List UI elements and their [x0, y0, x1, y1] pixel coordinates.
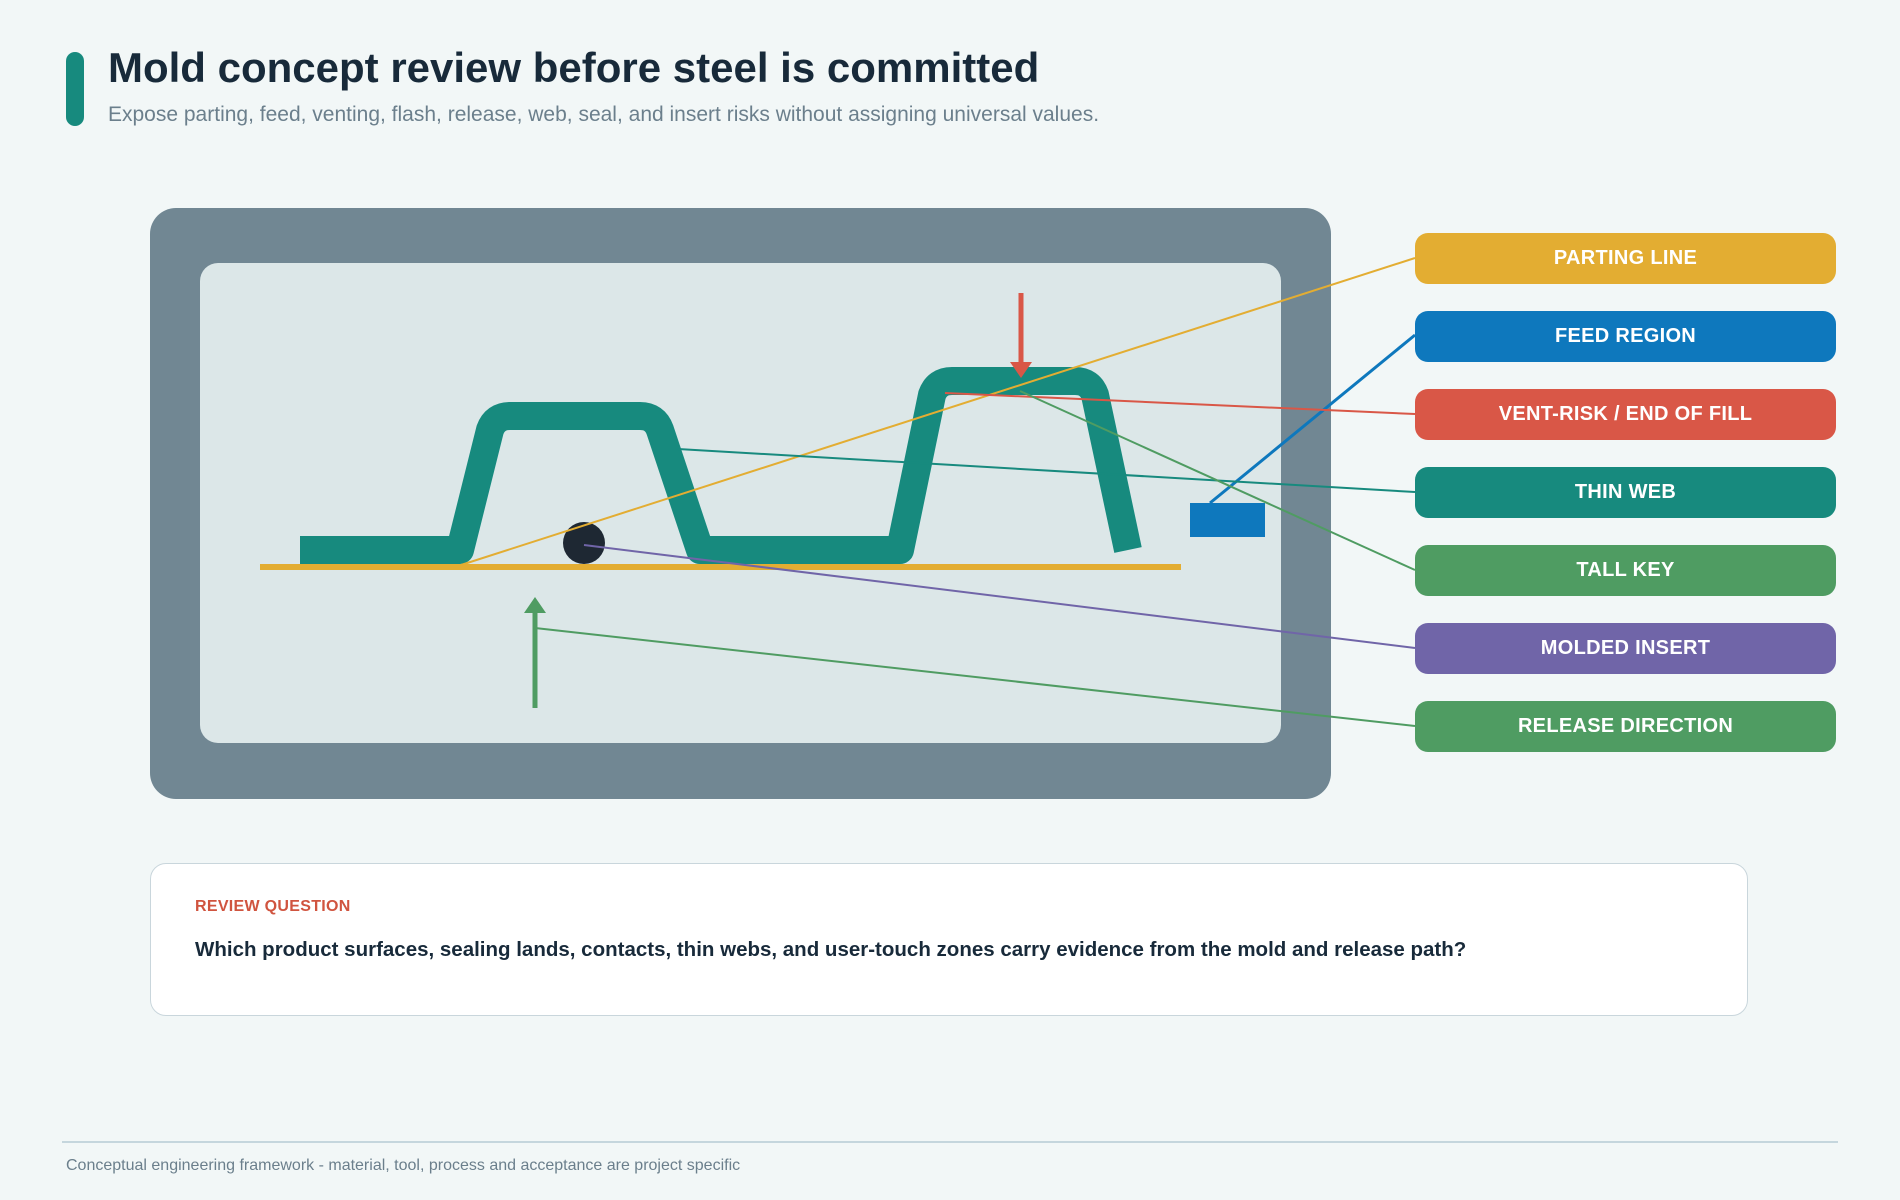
label-feed-region-text: FEED REGION: [1554, 325, 1697, 347]
parting-line-leader: [460, 257, 1416, 566]
review-question-kicker: REVIEW QUESTION: [195, 898, 351, 915]
label-release-direction-text: RELEASE DIRECTION: [1517, 715, 1734, 737]
label-thin-web-text: THIN WEB: [1574, 481, 1677, 503]
label-molded-insert-text: MOLDED INSERT: [1540, 637, 1711, 659]
page-title: Mold concept review before steel is comm…: [108, 44, 1040, 91]
label-release-direction: RELEASE DIRECTION: [1415, 701, 1836, 752]
thin-web-leader: [677, 448, 1416, 493]
footer-divider: [62, 1141, 1838, 1143]
vent-risk-arrow-head: [1010, 362, 1032, 378]
feed-region-mark: [1190, 503, 1265, 537]
feed-region-leader: [1209, 333, 1416, 505]
review-question-text: Which product surfaces, sealing lands, c…: [195, 938, 1467, 961]
vent-risk-leader: [944, 392, 1416, 415]
label-tall-key-text: TALL KEY: [1576, 559, 1675, 581]
label-vent-risk: VENT-RISK / END OF FILL: [1415, 389, 1836, 440]
release-direction-leader: [534, 627, 1416, 727]
label-feed-region: FEED REGION: [1415, 311, 1836, 362]
label-parting-line: PARTING LINE: [1415, 233, 1836, 284]
footer-note: Conceptual engineering framework - mater…: [66, 1157, 741, 1174]
tall-key-leader: [1019, 390, 1416, 571]
label-thin-web: THIN WEB: [1415, 467, 1836, 518]
label-vent-risk-text: VENT-RISK / END OF FILL: [1498, 403, 1753, 425]
parting-line-mark: [260, 564, 1181, 570]
review-question-card: REVIEW QUESTION Which product surfaces, …: [150, 863, 1748, 1016]
molded-insert-leader: [583, 544, 1416, 649]
part-end-mask: [1128, 556, 1148, 566]
title-accent-bar: [66, 52, 84, 126]
label-tall-key: TALL KEY: [1415, 545, 1836, 596]
page-subtitle: Expose parting, feed, venting, flash, re…: [108, 103, 1100, 126]
molded-insert-mark: [563, 522, 605, 564]
molded-part-profile: [300, 367, 1142, 564]
label-molded-insert: MOLDED INSERT: [1415, 623, 1836, 674]
label-parting-line-text: PARTING LINE: [1553, 247, 1698, 269]
release-direction-arrow-head: [524, 597, 546, 613]
